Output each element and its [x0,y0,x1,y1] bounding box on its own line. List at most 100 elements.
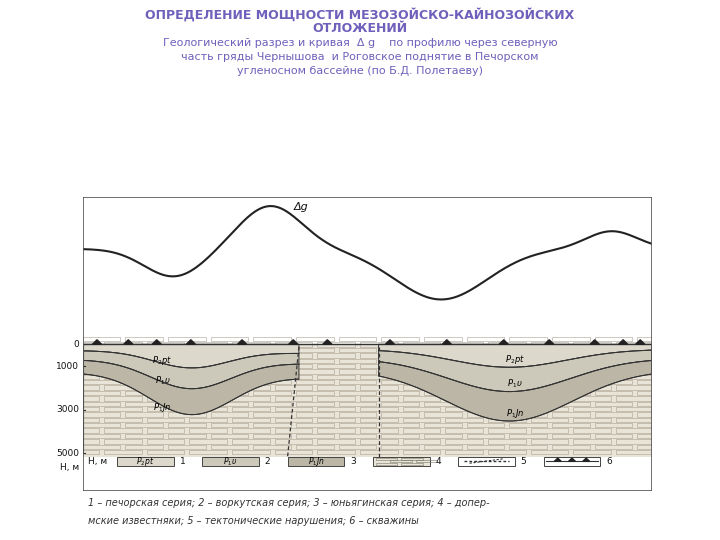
Bar [83,342,99,347]
Bar [402,375,441,379]
Bar [510,434,547,438]
Bar [125,337,163,341]
Bar [382,402,419,406]
Polygon shape [385,340,395,345]
Bar [382,380,419,384]
Bar [125,423,163,428]
Bar [595,337,632,341]
Bar [318,342,355,347]
Bar [189,439,227,443]
Polygon shape [83,345,652,457]
Bar [232,428,270,433]
Bar [595,380,632,384]
Bar [83,402,120,406]
Text: H, м: H, м [89,457,108,466]
Bar [275,428,312,433]
Bar [360,386,397,390]
Bar [168,348,206,352]
Bar [637,402,652,406]
Bar [531,396,568,401]
Bar [275,353,312,357]
Bar [573,396,611,401]
Bar [424,434,462,438]
Bar [510,423,547,428]
Text: 3: 3 [350,457,356,466]
Bar [488,353,526,357]
Bar [382,444,419,449]
Bar [125,380,163,384]
Bar [424,402,462,406]
Bar [232,375,270,379]
Text: 0: 0 [73,340,79,349]
Bar [83,434,120,438]
Bar [211,380,248,384]
Bar [488,386,526,390]
Bar [402,407,441,411]
Bar [552,423,590,428]
Bar [637,444,652,449]
Bar [147,450,184,454]
Bar [253,359,291,363]
Bar [595,348,632,352]
Bar [83,417,99,422]
Text: Δg: Δg [294,202,308,212]
Bar [467,444,504,449]
Bar [531,450,568,454]
Bar [382,369,419,374]
Bar [637,348,652,352]
Bar [104,386,142,390]
Bar [373,457,430,466]
Bar [232,396,270,401]
Polygon shape [92,340,102,345]
Bar [531,428,568,433]
Polygon shape [83,360,299,415]
Bar [125,348,163,352]
Bar [211,402,248,406]
Bar [467,348,504,352]
Bar [147,417,184,422]
Polygon shape [83,345,299,368]
Text: Геологический разрез и кривая  Δ g    по профилю через северную
часть гряды Черн: Геологический разрез и кривая Δ g по про… [163,38,557,76]
Bar [104,417,142,422]
Bar [296,391,333,395]
Polygon shape [636,340,645,345]
Bar [83,407,99,411]
Bar [552,412,590,417]
Bar [573,439,611,443]
Bar [211,369,248,374]
Bar [211,348,248,352]
Bar [296,444,333,449]
Bar [104,439,142,443]
Bar [637,423,652,428]
Bar [552,348,590,352]
Bar [467,391,504,395]
Bar [446,342,483,347]
Bar [147,396,184,401]
Bar [339,423,377,428]
Bar [83,412,120,417]
Bar [446,375,483,379]
Bar [339,402,377,406]
Polygon shape [379,361,652,421]
Bar [125,402,163,406]
Bar [616,342,652,347]
Bar [296,402,333,406]
Bar [510,337,547,341]
Bar [488,407,526,411]
Bar [211,359,248,363]
Bar [616,353,652,357]
Bar [382,359,419,363]
Bar [446,439,483,443]
Polygon shape [442,340,451,345]
Bar [382,337,419,341]
Bar [125,444,163,449]
Bar [402,450,441,454]
Bar [104,353,142,357]
Bar [117,457,174,466]
Text: 4: 4 [436,457,441,466]
Bar [595,423,632,428]
Bar [360,396,397,401]
Bar [104,407,142,411]
Bar [83,375,99,379]
Text: $P_2pt$: $P_2pt$ [153,354,172,367]
